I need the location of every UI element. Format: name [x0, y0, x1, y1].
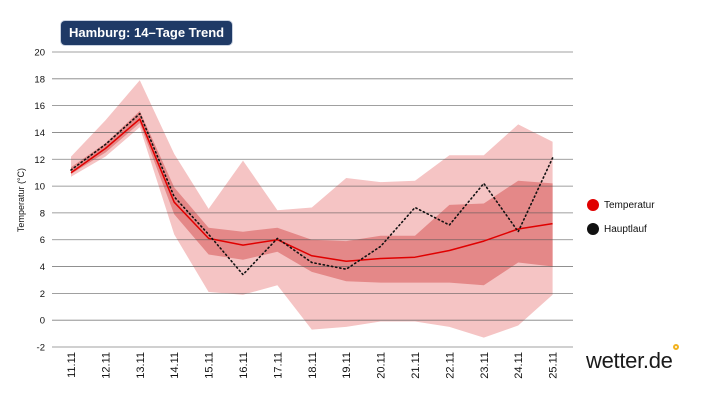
x-tick-label: 19.11 [341, 352, 353, 379]
legend-label-temperatur: Temperatur [604, 199, 655, 211]
x-tick-label: 12.11 [100, 352, 112, 379]
x-tick-label: 14.11 [169, 352, 181, 379]
x-tick-label: 23.11 [479, 352, 491, 379]
x-tick-label: 15.11 [204, 352, 216, 379]
y-tick-label: 14 [34, 128, 45, 139]
legend-swatch-hauptlauf [587, 223, 599, 235]
x-tick-label: 16.11 [238, 352, 250, 379]
x-tick-label: 21.11 [410, 352, 422, 379]
legend-swatch-temperatur [587, 199, 599, 211]
y-axis-label: Temperatur (°C) [16, 168, 26, 232]
legend-item-hauptlauf: Hauptlauf [587, 222, 655, 236]
series-hauptlauf [70, 112, 554, 276]
x-tick-label: 13.11 [135, 352, 147, 379]
x-tick-label: 24.11 [513, 352, 525, 379]
brand-logo: wetter.de [586, 348, 673, 373]
y-tick-label: 10 [34, 182, 45, 193]
x-tick-label: 11.11 [66, 352, 78, 378]
x-tick-label: 25.11 [548, 352, 560, 379]
x-tick-label: 17.11 [272, 352, 284, 379]
y-tick-label: 16 [34, 101, 45, 112]
y-tick-label: 12 [34, 155, 45, 166]
y-tick-label: -2 [37, 343, 45, 354]
y-tick-label: 2 [40, 289, 45, 300]
y-tick-label: 18 [34, 74, 45, 85]
y-tick-label: 6 [40, 235, 45, 246]
band-inner [71, 111, 553, 286]
legend: Temperatur Hauptlauf [587, 198, 655, 236]
legend-label-hauptlauf: Hauptlauf [604, 223, 647, 235]
y-tick-label: 8 [40, 208, 45, 219]
series-temperatur [70, 118, 553, 262]
y-tick-label: 0 [40, 316, 45, 327]
y-tick-label: 20 [34, 48, 45, 59]
x-tick-label: 20.11 [376, 352, 388, 379]
y-tick-label: 4 [40, 262, 45, 273]
x-tick-label: 18.11 [307, 352, 319, 379]
legend-item-temperatur: Temperatur [587, 198, 655, 212]
chart-title: Hamburg: 14–Tage Trend [61, 21, 233, 45]
brand-logo-dot [673, 344, 679, 350]
x-tick-label: 22.11 [444, 352, 456, 379]
